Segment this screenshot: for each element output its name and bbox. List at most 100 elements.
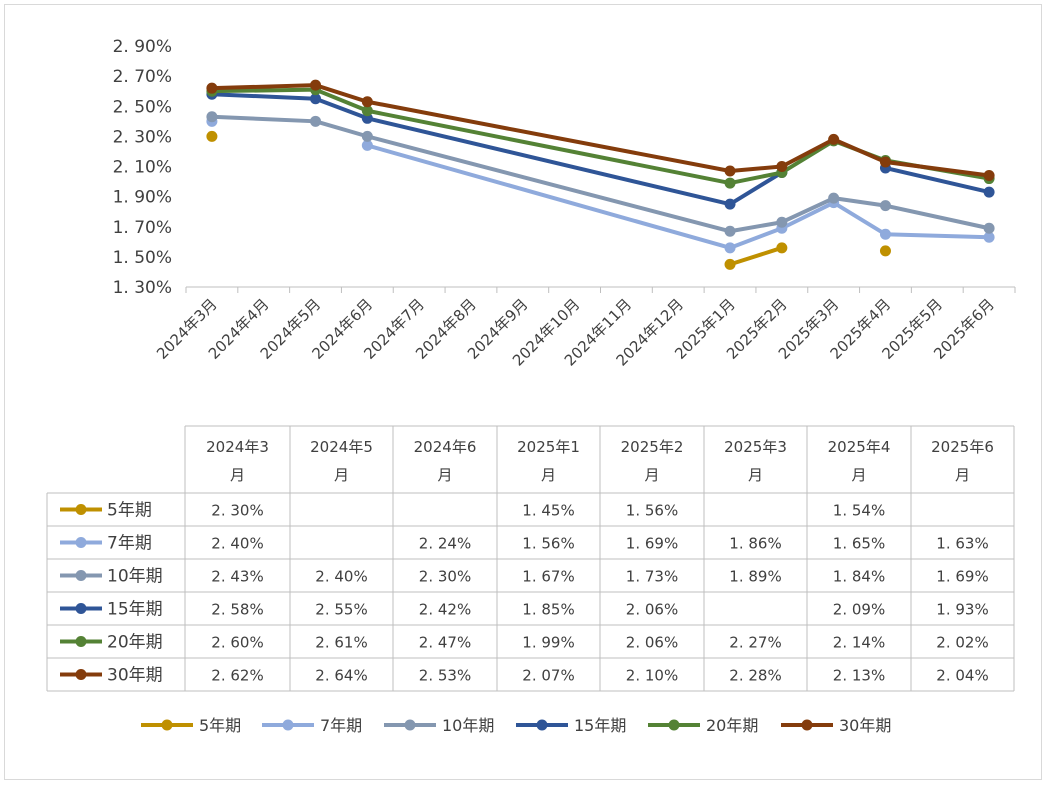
row-legend-marker <box>75 570 87 581</box>
row-legend-marker <box>75 636 87 647</box>
data-point <box>206 130 218 142</box>
legend-marker <box>801 719 813 731</box>
table-cell: 2. 60% <box>211 634 263 652</box>
data-point <box>724 242 736 254</box>
table-cell: 2. 28% <box>729 667 781 685</box>
data-point <box>776 161 788 172</box>
table-cell: 2. 30% <box>211 502 263 520</box>
table-cell: 1. 86% <box>729 535 781 553</box>
legend-marker <box>404 719 416 731</box>
table-cell: 1. 84% <box>833 568 885 586</box>
table-cell: 1. 67% <box>522 568 574 586</box>
data-point <box>310 93 322 105</box>
legend-label: 15年期 <box>574 716 626 735</box>
y-tick-label: 1. 30% <box>113 278 172 298</box>
legend-marker <box>161 719 173 731</box>
series-line <box>209 83 992 178</box>
table-cell: 2. 02% <box>936 634 988 652</box>
data-table: 2024年3 月 2024年5 月 2024年6 月 2025年1 月 2025年2 月 2025年… <box>46 425 1015 692</box>
data-point <box>361 105 373 117</box>
table-cell: 2. 27% <box>729 634 781 652</box>
row-label: 15年期 <box>107 600 163 620</box>
series-15年期 <box>206 88 995 210</box>
table-header-line2: 月 <box>334 466 349 484</box>
data-point <box>724 225 736 237</box>
table-cell: 2. 07% <box>522 667 574 685</box>
data-point <box>724 177 736 189</box>
table-header-line2: 月 <box>748 466 763 484</box>
series-layer <box>206 79 995 270</box>
row-label: 30年期 <box>107 666 163 686</box>
data-point <box>724 258 736 270</box>
table-header-line2: 月 <box>851 466 866 484</box>
table-cell: 2. 10% <box>626 667 678 685</box>
table-header-line1: 2025年3 <box>724 438 787 456</box>
legend-label: 5年期 <box>199 716 241 735</box>
table-cell: 2. 55% <box>315 601 367 619</box>
table-header-line2: 月 <box>955 466 970 484</box>
data-point <box>983 170 995 182</box>
table-cell: 1. 65% <box>833 535 885 553</box>
series-line <box>365 143 992 250</box>
data-point <box>361 139 373 151</box>
table-cell: 2. 30% <box>419 568 471 586</box>
legend-label: 20年期 <box>706 716 758 735</box>
data-point <box>724 198 736 210</box>
y-tick-label: 2. 90% <box>113 37 172 57</box>
table-cell: 1. 85% <box>522 601 574 619</box>
table-cell: 1. 56% <box>626 502 678 520</box>
y-tick-label: 1. 70% <box>113 218 172 238</box>
legend-marker <box>536 719 548 731</box>
table-header-line1: 2024年5 <box>310 438 373 456</box>
row-legend-marker <box>75 537 87 548</box>
y-tick-label: 2. 50% <box>113 97 172 117</box>
data-point <box>310 115 322 127</box>
table-cell: 2. 62% <box>211 667 263 685</box>
table-cell: 2. 58% <box>211 601 263 619</box>
row-label: 5年期 <box>107 501 152 521</box>
series-line <box>209 92 784 207</box>
series-line <box>728 245 784 267</box>
table-cell: 1. 93% <box>936 601 988 619</box>
table-cell: 1. 73% <box>626 568 678 586</box>
table-header-line2: 月 <box>541 466 556 484</box>
table-cell: 1. 89% <box>729 568 781 586</box>
table-cell: 2. 64% <box>315 667 367 685</box>
y-tick-label: 1. 50% <box>113 248 172 268</box>
y-tick-label: 2. 30% <box>113 127 172 147</box>
table-header-line1: 2024年6 <box>414 438 477 456</box>
y-tick-label: 1. 90% <box>113 188 172 208</box>
table-header-line1: 2025年1 <box>517 438 580 456</box>
table-cell: 1. 99% <box>522 634 574 652</box>
y-tick-label: 2. 10% <box>113 158 172 178</box>
legend-label: 7年期 <box>320 716 362 735</box>
series-30年期 <box>206 79 995 182</box>
legend-label: 30年期 <box>839 716 891 735</box>
data-point <box>879 200 891 212</box>
table-cell: 2. 04% <box>936 667 988 685</box>
legend-marker <box>668 719 680 731</box>
data-point <box>983 222 995 234</box>
table-cell: 2. 09% <box>833 601 885 619</box>
table-cell: 1. 54% <box>833 502 885 520</box>
data-point <box>724 165 736 177</box>
table-cell: 2. 47% <box>419 634 471 652</box>
table-header-line1: 2025年4 <box>828 438 891 456</box>
table-cell: 2. 40% <box>315 568 367 586</box>
table-header-line2: 月 <box>230 466 245 484</box>
series-5年期 <box>206 130 891 270</box>
table-header-line1: 2024年3 <box>206 438 269 456</box>
data-point <box>776 216 788 228</box>
table-header-line1: 2025年6 <box>931 438 994 456</box>
data-point <box>879 228 891 240</box>
table-cell: 1. 69% <box>936 568 988 586</box>
data-point <box>206 82 218 94</box>
data-point <box>879 245 891 257</box>
data-point <box>206 111 218 123</box>
table-cell: 1. 45% <box>522 502 574 520</box>
series-7年期 <box>206 115 995 254</box>
series-line <box>209 114 992 234</box>
data-point <box>361 130 373 142</box>
series-10年期 <box>206 111 995 237</box>
